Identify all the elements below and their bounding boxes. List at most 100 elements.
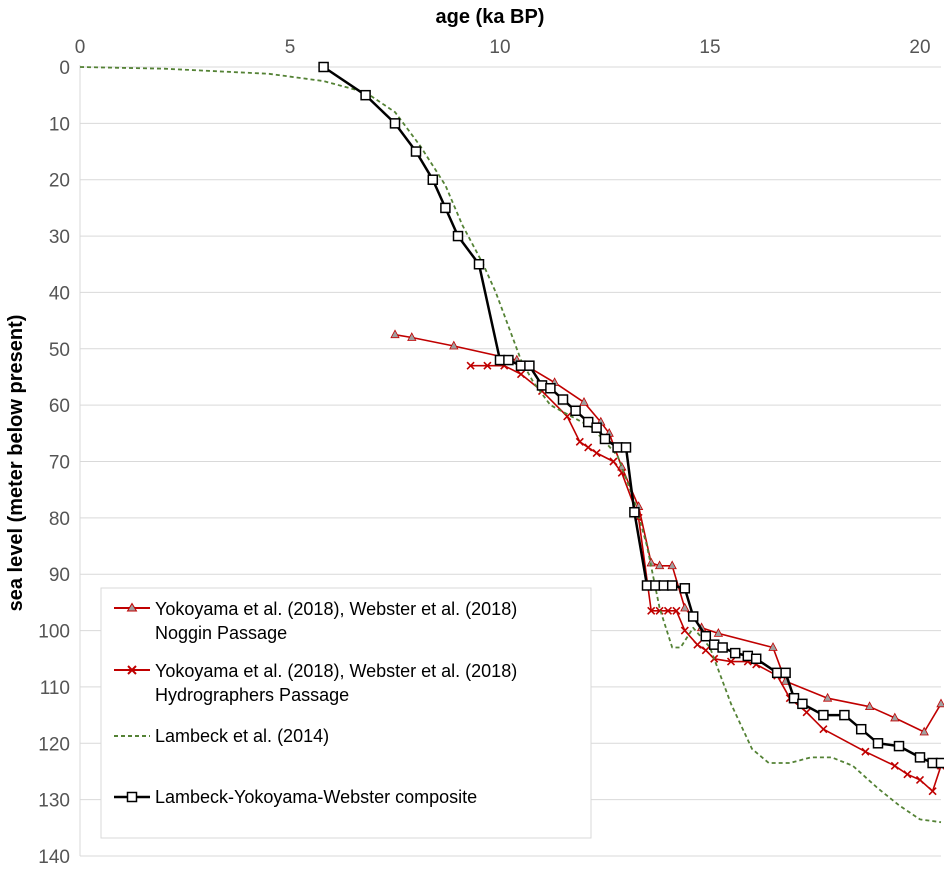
y-tick-label-70: 70 xyxy=(49,453,70,474)
y-tick-label-90: 90 xyxy=(49,565,70,586)
legend-swatch-hydrographers-marker xyxy=(127,665,137,675)
x-tick-label-10: 10 xyxy=(489,37,510,58)
legend-label-hydrographers: Yokoyama et al. (2018), Webster et al. (… xyxy=(155,661,517,681)
y-tick-label-110: 110 xyxy=(40,678,70,699)
y-tick-label-100: 100 xyxy=(38,622,70,643)
data-point-hydrographers-3 xyxy=(516,370,526,379)
data-point-composite-9 xyxy=(503,354,514,366)
data-point-hydrographers-20 xyxy=(726,657,736,666)
data-point-composite-5 xyxy=(440,202,451,214)
legend-entry-composite: Lambeck-Yokoyama-Webster composite xyxy=(114,787,477,807)
data-point-composite-26 xyxy=(679,583,691,594)
data-point-composite-7 xyxy=(473,259,485,270)
legend: Yokoyama et al. (2018), Webster et al. (… xyxy=(100,587,592,839)
legend-entry-noggin: Yokoyama et al. (2018), Webster et al. (… xyxy=(114,599,517,643)
y-tick-label-10: 10 xyxy=(49,114,70,135)
data-series xyxy=(79,61,944,824)
x-axis-title: age (ka BP) xyxy=(436,6,545,28)
data-point-composite-20 xyxy=(620,442,632,453)
data-point-hydrographers-26 xyxy=(819,725,828,734)
data-point-composite-3 xyxy=(410,146,422,157)
data-point-hydrographers-31 xyxy=(928,787,937,796)
data-point-composite-21 xyxy=(629,506,640,518)
data-point-hydrographers-25 xyxy=(802,708,811,717)
y-tick-label-140: 140 xyxy=(38,847,70,868)
data-point-composite-28 xyxy=(700,630,712,642)
legend-swatch-composite-marker xyxy=(126,791,138,803)
data-point-composite-13 xyxy=(545,382,556,394)
data-point-hydrographers-10 xyxy=(617,468,626,477)
data-point-noggin-12 xyxy=(667,560,677,570)
data-point-composite-27 xyxy=(687,611,699,622)
data-point-composite-37 xyxy=(797,698,808,710)
legend-swatch-noggin-marker xyxy=(126,602,138,612)
data-point-hydrographers-8 xyxy=(592,448,601,458)
series-composite xyxy=(318,61,944,769)
data-point-noggin-13 xyxy=(680,602,690,612)
data-point-noggin-2 xyxy=(449,340,459,350)
legend-label-hydrographers-line2: Hydrographers Passage xyxy=(155,685,349,705)
series-noggin xyxy=(390,329,944,736)
data-point-noggin-18 xyxy=(822,692,833,702)
legend-entry-lambeck: Lambeck et al. (2014) xyxy=(114,726,329,746)
data-point-noggin-1 xyxy=(407,332,417,341)
data-point-hydrographers-30 xyxy=(915,775,925,784)
data-point-noggin-22 xyxy=(936,698,944,708)
y-tick-label-50: 50 xyxy=(49,340,70,361)
data-point-hydrographers-6 xyxy=(575,437,584,446)
data-point-composite-18 xyxy=(599,433,611,445)
data-point-composite-41 xyxy=(872,738,884,749)
data-point-hydrographers-27 xyxy=(861,747,870,756)
data-point-composite-40 xyxy=(855,723,867,735)
data-point-composite-15 xyxy=(570,405,581,417)
data-point-hydrographers-7 xyxy=(584,443,593,452)
legend-label-composite: Lambeck-Yokoyama-Webster composite xyxy=(155,787,477,807)
data-point-noggin-8 xyxy=(617,461,627,471)
legend-label-noggin: Yokoyama et al. (2018), Webster et al. (… xyxy=(155,599,517,619)
data-point-composite-39 xyxy=(839,709,850,721)
data-point-noggin-15 xyxy=(713,628,724,637)
legend-box xyxy=(100,587,592,839)
data-point-hydrographers-1 xyxy=(483,361,492,370)
y-tick-label-120: 120 xyxy=(38,734,70,755)
data-point-composite-35 xyxy=(780,667,791,679)
x-tick-label-5: 5 xyxy=(285,37,296,58)
data-point-hydrographers-15 xyxy=(672,606,681,615)
data-point-hydrographers-18 xyxy=(701,646,710,655)
y-tick-label-130: 130 xyxy=(38,791,70,812)
legend-entry-hydrographers: Yokoyama et al. (2018), Webster et al. (… xyxy=(114,661,517,705)
x-tick-label-20: 20 xyxy=(909,37,930,58)
y-tick-label-60: 60 xyxy=(49,396,70,417)
data-point-composite-30 xyxy=(717,642,728,653)
series-lambeck xyxy=(79,66,942,824)
legend-label-noggin-line2: Noggin Passage xyxy=(155,623,287,643)
legend-label-lambeck: Lambeck et al. (2014) xyxy=(155,726,329,746)
y-tick-label-30: 30 xyxy=(49,227,70,248)
data-point-noggin-20 xyxy=(890,712,900,722)
data-point-composite-11 xyxy=(524,360,535,371)
data-point-composite-45 xyxy=(935,757,944,769)
data-point-hydrographers-29 xyxy=(903,770,912,779)
data-point-composite-43 xyxy=(914,752,926,763)
series-hydrographers xyxy=(466,361,944,796)
y-axis-title: sea level (meter below present) xyxy=(5,315,27,612)
data-point-composite-0 xyxy=(318,61,329,73)
data-point-noggin-19 xyxy=(864,701,875,711)
data-point-hydrographers-17 xyxy=(693,640,702,649)
data-point-hydrographers-5 xyxy=(563,412,572,421)
x-tick-label-0: 0 xyxy=(75,37,86,58)
data-point-composite-25 xyxy=(666,580,678,591)
data-point-composite-17 xyxy=(591,422,602,433)
data-point-hydrographers-0 xyxy=(466,361,475,370)
data-point-composite-36 xyxy=(788,692,800,704)
x-tick-label-15: 15 xyxy=(699,37,720,58)
data-point-composite-42 xyxy=(893,740,905,752)
data-point-composite-2 xyxy=(389,118,401,129)
series-line-lambeck xyxy=(79,66,942,824)
data-point-noggin-16 xyxy=(768,642,778,651)
data-point-hydrographers-9 xyxy=(609,457,618,466)
data-point-composite-16 xyxy=(582,416,594,428)
data-point-noggin-0 xyxy=(390,329,400,339)
data-point-composite-14 xyxy=(557,394,569,405)
